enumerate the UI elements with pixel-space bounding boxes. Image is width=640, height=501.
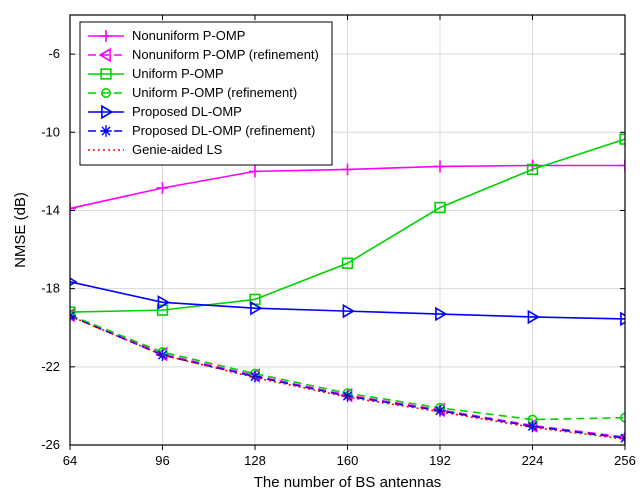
line-chart: 64 96 128 160 192 224 256 -26 -22 -18 -14 -10 -6 The …	[0, 0, 640, 501]
x-axis-label: The number of BS antennas	[254, 474, 442, 491]
x-tick-label: 160	[337, 453, 359, 468]
x-tick-label: 192	[429, 453, 451, 468]
y-tick-label: -26	[41, 437, 60, 452]
legend-label-nonuniform-pomp: Nonuniform P-OMP	[132, 28, 245, 43]
x-tick-label: 64	[63, 453, 77, 468]
legend-label-nonuniform-pomp-refine: Nonuniform P-OMP (refinement)	[132, 47, 319, 62]
y-tick-label: -22	[41, 359, 60, 374]
legend-label-uniform-pomp-refine: Uniform P-OMP (refinement)	[132, 85, 297, 100]
x-tick-label: 96	[155, 453, 169, 468]
legend-label-dl-omp-refine: Proposed DL-OMP (refinement)	[132, 123, 315, 138]
y-tick-label: -18	[41, 281, 60, 296]
x-tick-label: 128	[244, 453, 266, 468]
x-tick-label: 224	[522, 453, 544, 468]
legend-label-uniform-pomp: Uniform P-OMP	[132, 66, 224, 81]
legend-label-genie-ls: Genie-aided LS	[132, 142, 223, 157]
y-tick-label: -10	[41, 124, 60, 139]
chart-svg: 64 96 128 160 192 224 256 -26 -22 -18 -14 -10 -6 The …	[0, 0, 640, 501]
y-axis-label: NMSE (dB)	[12, 192, 29, 268]
x-tick-label: 256	[614, 453, 636, 468]
y-tick-label: -6	[48, 46, 60, 61]
y-tick-label: -14	[41, 202, 60, 217]
legend-label-dl-omp: Proposed DL-OMP	[132, 104, 242, 119]
legend: Nonuniform P-OMP Nonuniform P-OMP (refine…	[80, 22, 332, 165]
